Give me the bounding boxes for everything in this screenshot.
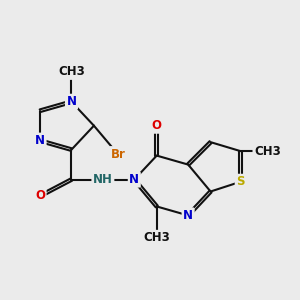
Text: N: N: [183, 209, 193, 222]
Text: CH3: CH3: [143, 231, 170, 244]
Text: CH3: CH3: [58, 65, 85, 78]
Text: NH: NH: [93, 173, 113, 186]
Text: CH3: CH3: [254, 145, 281, 158]
Text: N: N: [35, 134, 45, 147]
Text: O: O: [152, 119, 162, 132]
Text: N: N: [67, 95, 76, 108]
Text: S: S: [236, 175, 245, 188]
Text: Br: Br: [110, 148, 125, 160]
Text: O: O: [35, 190, 45, 202]
Text: N: N: [129, 173, 139, 186]
